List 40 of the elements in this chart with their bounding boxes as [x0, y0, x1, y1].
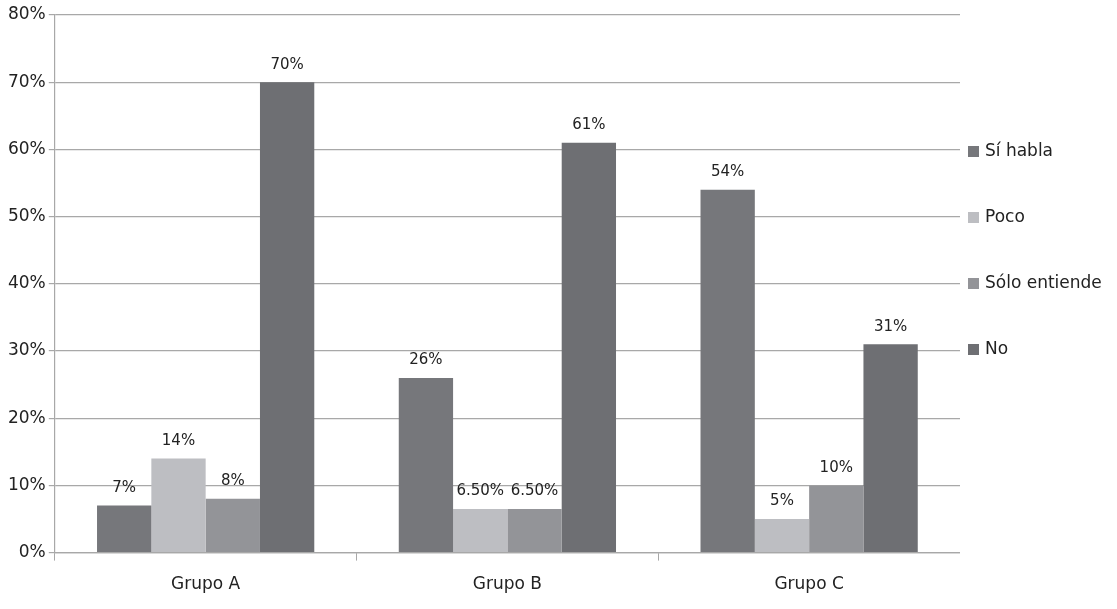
- bar: [863, 344, 918, 552]
- data-label: 61%: [572, 115, 606, 134]
- bar: [151, 458, 206, 552]
- bar: [205, 498, 260, 552]
- bar: [97, 505, 152, 552]
- data-label: 70%: [270, 54, 304, 73]
- y-tick-label: 10%: [7, 473, 46, 494]
- data-label: 8%: [220, 471, 245, 490]
- bar: [398, 377, 454, 552]
- legend-label: Sólo entiende: [985, 272, 1102, 292]
- y-tick-label: 20%: [7, 406, 46, 427]
- data-label: 54%: [710, 162, 745, 181]
- legend-label: Sí habla: [985, 140, 1054, 160]
- y-tick-label: 70%: [7, 70, 46, 91]
- data-label: 7%: [112, 477, 137, 496]
- legend-label: Poco: [985, 206, 1025, 226]
- bar: [700, 189, 755, 552]
- y-tick-label: 80%: [7, 3, 46, 24]
- data-label: 26%: [409, 350, 443, 369]
- data-label: 6.50%: [510, 481, 559, 500]
- y-tick-label: 50%: [7, 205, 46, 226]
- x-tick-label: Grupo A: [171, 573, 241, 594]
- y-tick-label: 30%: [7, 339, 46, 360]
- x-tick-label: Grupo B: [472, 573, 542, 594]
- bar: [754, 519, 810, 552]
- legend-label: No: [985, 338, 1009, 358]
- bar: [507, 508, 562, 552]
- data-label: 5%: [770, 491, 794, 510]
- data-label: 6.50%: [456, 481, 505, 500]
- y-tick-label: 60%: [7, 137, 46, 158]
- data-label: 10%: [819, 457, 853, 476]
- x-tick-label: Grupo C: [774, 573, 844, 594]
- y-tick-label: 40%: [7, 272, 46, 293]
- bar: [809, 485, 864, 552]
- bar: [259, 82, 315, 552]
- data-label: 14%: [161, 430, 196, 449]
- bar: [453, 508, 508, 552]
- y-tick-label: 0%: [18, 541, 46, 562]
- bar: [561, 142, 617, 552]
- data-label: 31%: [873, 316, 908, 335]
